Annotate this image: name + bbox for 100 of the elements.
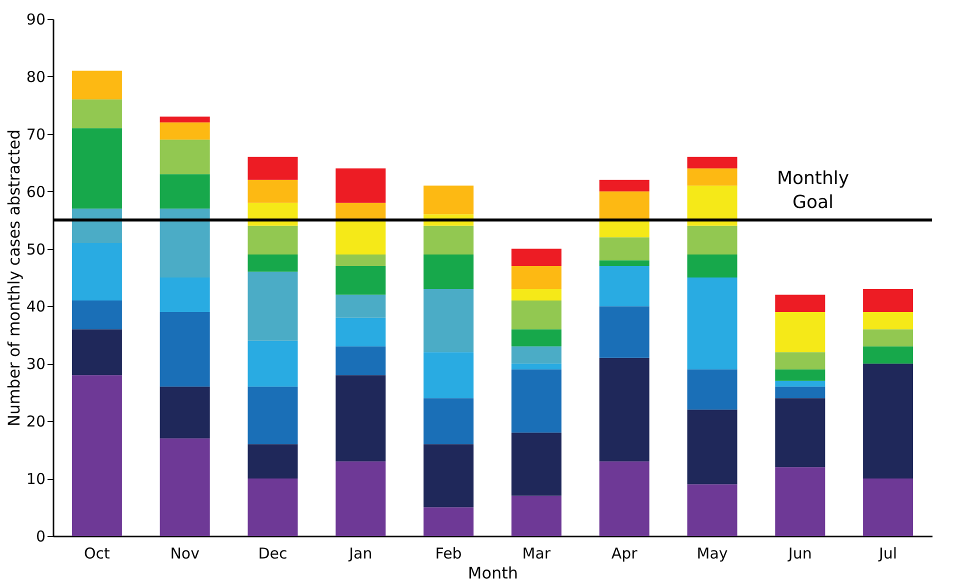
bar [160, 208, 210, 278]
bar [687, 226, 738, 255]
bar [511, 300, 562, 330]
bar [775, 398, 826, 468]
bar [160, 278, 210, 312]
bar [687, 168, 738, 186]
bar [336, 266, 386, 295]
bar [863, 288, 914, 312]
bar [424, 444, 474, 508]
bar [336, 375, 386, 462]
bar [248, 386, 298, 444]
bar [775, 386, 826, 398]
bar [511, 329, 562, 346]
bar [72, 300, 122, 330]
bar [160, 122, 210, 140]
bar [160, 386, 210, 438]
y-tick-label: 90 [26, 10, 46, 28]
bar [863, 478, 914, 536]
bar [424, 186, 474, 214]
bar [687, 410, 738, 484]
bar [72, 128, 122, 209]
bar [336, 254, 386, 266]
bar [599, 260, 650, 266]
bar [248, 156, 298, 180]
bar [72, 243, 122, 300]
bar [511, 496, 562, 536]
y-tick-label: 40 [26, 298, 46, 316]
bar [72, 99, 122, 128]
y-tick-label: 80 [26, 68, 46, 86]
x-axis-title: Month [468, 564, 518, 582]
bar [248, 226, 298, 255]
x-tick-label: Mar [522, 544, 552, 562]
x-tick-label: Jul [878, 544, 898, 562]
bar [160, 312, 210, 387]
y-axis-title: Number of monthly cases abstracted [4, 129, 24, 427]
bar [160, 116, 210, 122]
bar [511, 364, 562, 370]
bar [248, 254, 298, 272]
bar [687, 254, 738, 278]
bar [336, 220, 386, 255]
y-tick-label: 20 [26, 412, 46, 431]
bar [687, 484, 738, 536]
bar [248, 478, 298, 536]
bar [511, 288, 562, 300]
x-tick-label: Apr [611, 544, 638, 562]
bar [336, 318, 386, 346]
bar [599, 358, 650, 462]
y-tick-label: 10 [26, 470, 46, 488]
bar [424, 288, 474, 352]
bar [72, 375, 122, 536]
bar [336, 294, 386, 318]
bar [248, 340, 298, 387]
bar [863, 312, 914, 330]
bar [599, 180, 650, 192]
bar [687, 186, 738, 226]
bar [424, 226, 474, 255]
bar [599, 220, 650, 238]
bar [687, 369, 738, 410]
bar [863, 329, 914, 346]
bar [775, 312, 826, 352]
y-tick-label: 60 [26, 182, 46, 201]
bar [511, 266, 562, 289]
bar [599, 237, 650, 260]
bar [775, 294, 826, 312]
bar [72, 329, 122, 376]
bar [160, 438, 210, 536]
y-tick-label: 50 [26, 240, 46, 258]
bar [248, 272, 298, 341]
bar [336, 346, 386, 376]
bar [599, 266, 650, 306]
bar [775, 369, 826, 381]
bar [72, 208, 122, 244]
bar [248, 180, 298, 203]
bar [424, 507, 474, 536]
bar [160, 140, 210, 174]
x-tick-label: Jan [348, 544, 372, 562]
bar [424, 254, 474, 289]
bar [424, 398, 474, 444]
x-tick-label: Feb [435, 544, 462, 562]
bar [599, 306, 650, 358]
bar [687, 278, 738, 370]
x-tick-label: Dec [258, 544, 288, 562]
bar [511, 369, 562, 433]
bar [511, 346, 562, 364]
bar [863, 364, 914, 479]
y-tick-label: 30 [26, 355, 46, 374]
bar [687, 156, 738, 168]
bar [775, 467, 826, 536]
bar [511, 432, 562, 496]
bar [72, 70, 122, 100]
bar [336, 168, 386, 203]
bar [599, 191, 650, 220]
bar [160, 174, 210, 209]
bar [775, 352, 826, 370]
y-tick-label: 70 [26, 125, 46, 144]
ref-line-label: Monthly Goal [776, 168, 850, 214]
bar [863, 346, 914, 364]
x-tick-label: Jun [787, 544, 812, 562]
x-tick-label: Nov [170, 544, 200, 562]
bar [336, 202, 386, 220]
